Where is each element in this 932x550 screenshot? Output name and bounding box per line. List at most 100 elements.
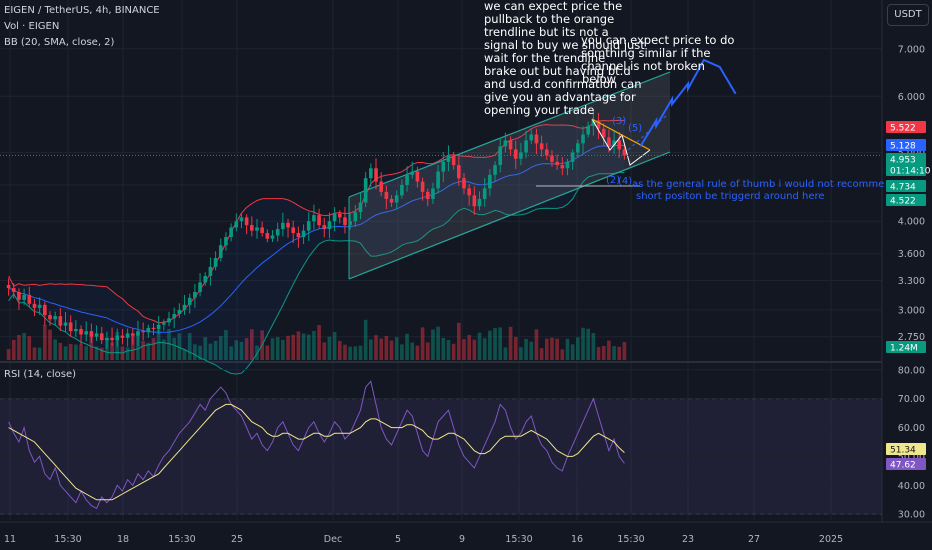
volume-bar [198,345,202,360]
volume-bar [301,333,306,360]
candle-body [203,275,208,283]
candle-body [11,288,16,292]
time-tick-label: 27 [748,534,760,545]
candle-body [239,217,244,222]
candle-body [446,155,451,162]
volume-bar [560,349,565,360]
symbol-legend[interactable]: EIGEN / TetherUS, 4h, BINANCE [4,5,160,16]
time-tick-label: 23 [682,534,694,545]
volume-bar [493,328,497,360]
candle-body [63,322,68,326]
candle-body [37,304,42,308]
candle-body [27,294,32,304]
rsi-ma-line [8,403,625,501]
volume-bar [431,329,435,360]
price-tick-label: 4.000 [898,217,925,228]
candle-body [208,266,213,276]
candle-body [436,171,440,189]
candle-body [477,198,482,207]
candle-body [58,316,63,326]
candle-body [115,335,120,341]
wave-label: (3) [612,116,626,127]
candle-body [534,134,539,144]
price-badge-label: 5.522 [890,124,916,134]
candle-body [296,233,301,238]
volume-bar [467,334,471,360]
volume-bar [394,337,399,360]
volume-bar [68,343,73,360]
candle-body [529,134,534,141]
candle-body [172,314,176,319]
volume-bar [130,333,135,360]
candle-body [343,217,347,226]
volume-bar [550,337,554,360]
channel-upper [348,71,671,198]
candle-body [260,227,264,234]
candle-body [198,282,202,292]
annotation-short[interactable]: short positon be triggerd around here [636,191,825,202]
volume-bar [32,347,37,360]
bb-basis-line [8,144,625,333]
volume-bar [617,346,622,360]
volume-bar [193,344,197,360]
volume-bar [203,337,208,360]
time-tick-label: 15:30 [617,534,644,545]
rsi-legend[interactable]: RSI (14, close) [4,369,77,380]
volume-bar [224,330,228,360]
price-tick-label: 3.300 [898,276,925,287]
candle-body [493,165,497,175]
candle-body [420,181,425,192]
price-badge-label: 4.734 [890,183,916,193]
candle-body [6,285,11,289]
candle-body [457,165,461,179]
bb-upper-line [8,119,625,324]
price-tick-label: 7.000 [898,44,925,55]
volume-bar [570,344,575,360]
annotation-main[interactable]: we can expect price the pullback to the … [484,0,645,117]
candle-body [141,331,145,333]
candle-body [555,161,559,166]
candlesticks[interactable] [6,109,627,349]
volume-bar [291,334,296,360]
price-axis[interactable]: 7.0006.0005.0004.5004.0003.6003.3003.000… [881,0,932,550]
annotation-rule[interactable]: as the general rule of thumb i would not… [632,179,884,190]
time-axis[interactable]: 11 15:30 18 15:30 25 Dec 5 9 15:30 16 15:30 23 27 202… [0,521,932,545]
rsi-tick-label: 70.00 [898,394,925,405]
annotation-similar[interactable]: you can expect price to do somthing simi… [581,33,735,73]
rsi-badge-label: 47.62 [890,461,916,471]
channel-fill [349,72,670,279]
grid-lines [0,0,932,520]
volume-bar [6,349,11,360]
candle-body [162,322,166,325]
time-tick-label: 25 [231,534,243,545]
volume-bar [218,336,223,360]
price-badge [886,139,926,151]
bb-legend[interactable]: BB (20, SMA, close, 2) [4,37,115,48]
volume-bar [436,326,440,360]
rsi-badge [886,458,926,470]
volume-bar [441,337,446,360]
volume-bar [358,345,363,360]
candle-body [379,181,383,192]
rsi-tick-label: 60.00 [898,423,925,434]
projection-path [639,58,737,147]
candle-body [384,191,389,199]
candle-body [265,233,270,239]
annotation-below[interactable]: below [582,72,617,86]
time-tick-label: 2025 [819,534,843,545]
volume-bar [17,334,21,360]
candle-body [337,213,342,218]
time-tick-label: 11 [4,534,16,545]
candle-body [156,324,161,329]
volume-bar [410,342,415,360]
price-badge-label: 4.522 [890,197,916,207]
time-tick-label: 5 [395,534,401,545]
volume-bar [156,329,161,360]
volume-bar [312,330,316,360]
candle-body [451,155,456,166]
volume-bar [151,338,156,360]
candle-body [17,291,21,300]
currency-button[interactable]: USDT [887,4,929,26]
volume-legend[interactable]: Vol · EIGEN [4,21,60,32]
